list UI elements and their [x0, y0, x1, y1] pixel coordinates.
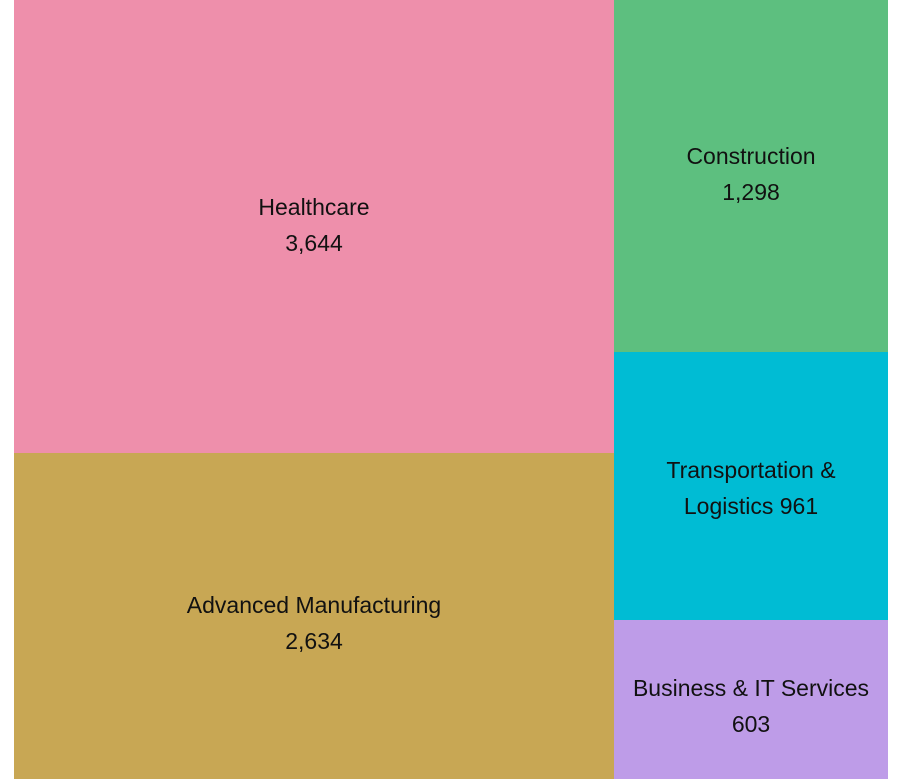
tile-construction: Construction 1,298 — [614, 0, 888, 352]
tile-healthcare: Healthcare 3,644 — [14, 0, 614, 453]
tile-label-construction: Construction 1,298 — [614, 138, 888, 210]
tile-value-construction: 1,298 — [722, 179, 780, 205]
tile-label-transportation-logistics: Transportation & Logistics 961 — [614, 452, 888, 524]
tile-name-construction: Construction — [686, 143, 816, 169]
tile-value-healthcare: 3,644 — [285, 230, 343, 256]
treemap-chart: Healthcare 3,644 Advanced Manufacturing … — [14, 0, 888, 779]
tile-value-advanced-manufacturing: 2,634 — [285, 628, 343, 654]
tile-value-business-it-services: 603 — [731, 711, 771, 737]
tile-advanced-manufacturing: Advanced Manufacturing 2,634 — [14, 453, 614, 779]
tile-label-business-it-services: Business & IT Services 603 — [614, 670, 888, 742]
tile-name-advanced-manufacturing: Advanced Manufacturing — [186, 592, 442, 618]
tile-line-2-transportation-logistics: Logistics 961 — [683, 493, 819, 519]
tile-name-healthcare: Healthcare — [258, 194, 370, 220]
tile-label-healthcare: Healthcare 3,644 — [14, 189, 614, 261]
tile-label-advanced-manufacturing: Advanced Manufacturing 2,634 — [14, 587, 614, 659]
tile-business-it-services: Business & IT Services 603 — [614, 620, 888, 779]
tile-line-1-transportation-logistics: Transportation & — [666, 457, 836, 483]
tile-transportation-logistics: Transportation & Logistics 961 — [614, 352, 888, 620]
tile-name-business-it-services: Business & IT Services — [632, 675, 870, 701]
